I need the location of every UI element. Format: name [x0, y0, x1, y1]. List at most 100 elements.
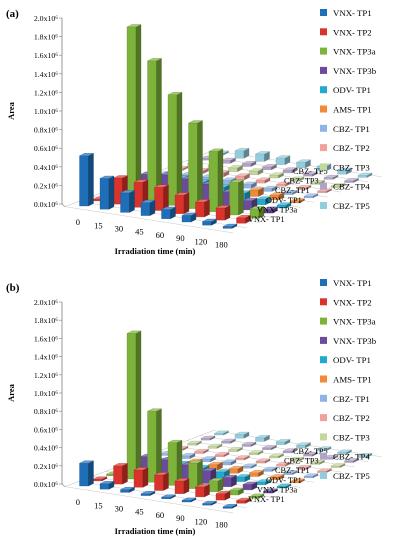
legend-swatch [320, 452, 327, 460]
bar-front-face [249, 472, 259, 477]
bar-front-face [154, 474, 164, 491]
bar-top-face [126, 330, 142, 334]
bar-top-face [303, 473, 319, 477]
y-tick-label: 0.2x10⁶ [34, 181, 58, 190]
bar: VNX- TP2 @ 180 min: 30000 [236, 497, 251, 504]
bar: ODV- TP1 @ 180 min: 10000 [276, 483, 292, 489]
bar-top-face [167, 92, 183, 95]
bar: CBZ- TP5 @ 120 min: 20000 [337, 449, 352, 455]
bar-top-face [79, 460, 94, 464]
bar-top-face [234, 431, 250, 435]
bar-front-face [248, 170, 259, 175]
y-tick-label: 1.2x10⁶ [34, 371, 58, 380]
bar: VNX- TP3a @ 60 min: 280000 [188, 460, 203, 489]
legend-label: VNX- TP2 [333, 297, 372, 307]
bar-front-face [215, 493, 226, 501]
legend-entry: VNX- TP3b [320, 336, 377, 346]
bar-top-face [79, 153, 94, 156]
depth-label: CBZ- TP1 [275, 466, 310, 475]
x-tick-label: 90 [176, 513, 185, 523]
legend-entry: VNX- TP3b [320, 66, 377, 76]
bar: AMS- TP1 @ 180 min: 10000 [290, 478, 305, 484]
bar-top-face [201, 456, 216, 460]
depth-label: CBZ- TP5 [293, 167, 328, 176]
bar-front-face [222, 226, 233, 229]
bar-top-face [303, 193, 319, 197]
legend-entry: VNX- TP1 [320, 278, 372, 288]
bar-top-face [221, 459, 237, 463]
bar: CBZ- TP5 @ 45 min: 30000 [275, 439, 291, 445]
bar: CBZ- TP3 @ 0 min: 0 [187, 440, 202, 446]
bar-top-face [248, 450, 264, 454]
bar-front-face [235, 476, 246, 482]
legend-entry: VNX- TP2 [320, 297, 372, 307]
bar-top-face [290, 478, 305, 482]
bar-top-face [249, 493, 265, 497]
bar: CBZ- TP3 @ 180 min: 10000 [330, 183, 346, 188]
bar: CBZ- TP5 @ 180 min: 10000 [357, 453, 373, 458]
bar: CBZ- TP3 @ 120 min: 10000 [310, 460, 325, 465]
bar: CBZ- TP5 @ 30 min: 40000 [255, 435, 270, 442]
legend-swatch [320, 182, 327, 190]
legend-label: CBZ- TP3 [333, 432, 370, 442]
legend-entry: VNX- TP3a [320, 47, 376, 57]
bar-top-face [188, 460, 203, 464]
bar-side-face [149, 199, 156, 216]
bar-top-face [241, 442, 257, 445]
bar: CBZ- TP2 @ 120 min: 10000 [296, 465, 312, 470]
bar-top-face [221, 438, 236, 442]
legend-swatch [320, 375, 327, 383]
bar: CBZ- TP4 @ 120 min: 15000 [323, 174, 339, 180]
legend-swatch [320, 144, 327, 152]
bar: CBZ- TP1 @ 180 min: 5000 [303, 473, 319, 479]
bar-front-face [147, 60, 157, 203]
bar-front-face [221, 462, 232, 466]
bar-front-face [236, 217, 246, 224]
bar: VNX- TP3a @ 180 min: 20000 [249, 493, 265, 499]
legend-entry: ODV- TP1 [320, 85, 371, 95]
floor-gridline [64, 486, 234, 514]
bar-front-face [262, 447, 272, 450]
bar: CBZ- TP4 @ 0 min: 0 [200, 435, 216, 441]
bar-top-face [303, 171, 318, 175]
bar: VNX- TP1 @ 60 min: 100000 [161, 206, 176, 220]
bar: CBZ- TP4 @ 60 min: 30000 [282, 167, 298, 174]
bar-front-face [208, 151, 219, 212]
bar-front-face [214, 454, 225, 457]
bar-top-face [167, 439, 183, 443]
y-tick-label: 0.8x10⁶ [34, 126, 58, 135]
bar: CBZ- TP5 @ 0 min: 0 [214, 430, 229, 436]
bar: VNX- TP1 @ 30 min: 30000 [120, 486, 135, 493]
bar-top-face [208, 461, 223, 465]
bar-top-face [126, 24, 142, 28]
bar: CBZ- TP2 @ 45 min: 40000 [235, 173, 250, 181]
bar: VNX- TP2 @ 180 min: 60000 [236, 214, 251, 224]
x-tick-label: 45 [135, 227, 144, 237]
bar-top-face [235, 173, 250, 177]
bar-top-face [229, 487, 244, 491]
bar-top-face [194, 449, 209, 452]
bar-front-face [99, 178, 110, 210]
legend-entry: CBZ- TP5 [320, 201, 370, 211]
bar-top-face [228, 165, 243, 169]
bar: VNX- TP3a @ 90 min: 650000 [208, 148, 224, 213]
x-tick-label: 120 [195, 236, 208, 246]
bar-top-face [222, 504, 238, 507]
y-axis-label: Area [6, 383, 16, 402]
floor-edge [61, 203, 66, 207]
bar-front-face [255, 437, 265, 442]
x-tick-label: 15 [94, 500, 103, 510]
bar: VNX- TP3a @ 30 min: 780000 [147, 408, 162, 483]
bar-front-face [174, 480, 185, 494]
bar: CBZ- TP4 @ 45 min: 20000 [262, 445, 277, 450]
legend-entry: VNX- TP2 [320, 27, 372, 37]
bar-top-face [174, 192, 190, 196]
bar-front-face [188, 462, 198, 489]
y-tick-label: 1.8x10⁶ [34, 316, 58, 325]
x-tick-label: 45 [135, 507, 144, 517]
depth-label: ODV- TP1 [266, 476, 302, 485]
bar-front-face [255, 153, 265, 162]
bar-front-face [222, 477, 232, 487]
floor-edge [61, 483, 66, 487]
bar: CBZ- TP1 @ 90 min: 30000 [262, 185, 278, 192]
